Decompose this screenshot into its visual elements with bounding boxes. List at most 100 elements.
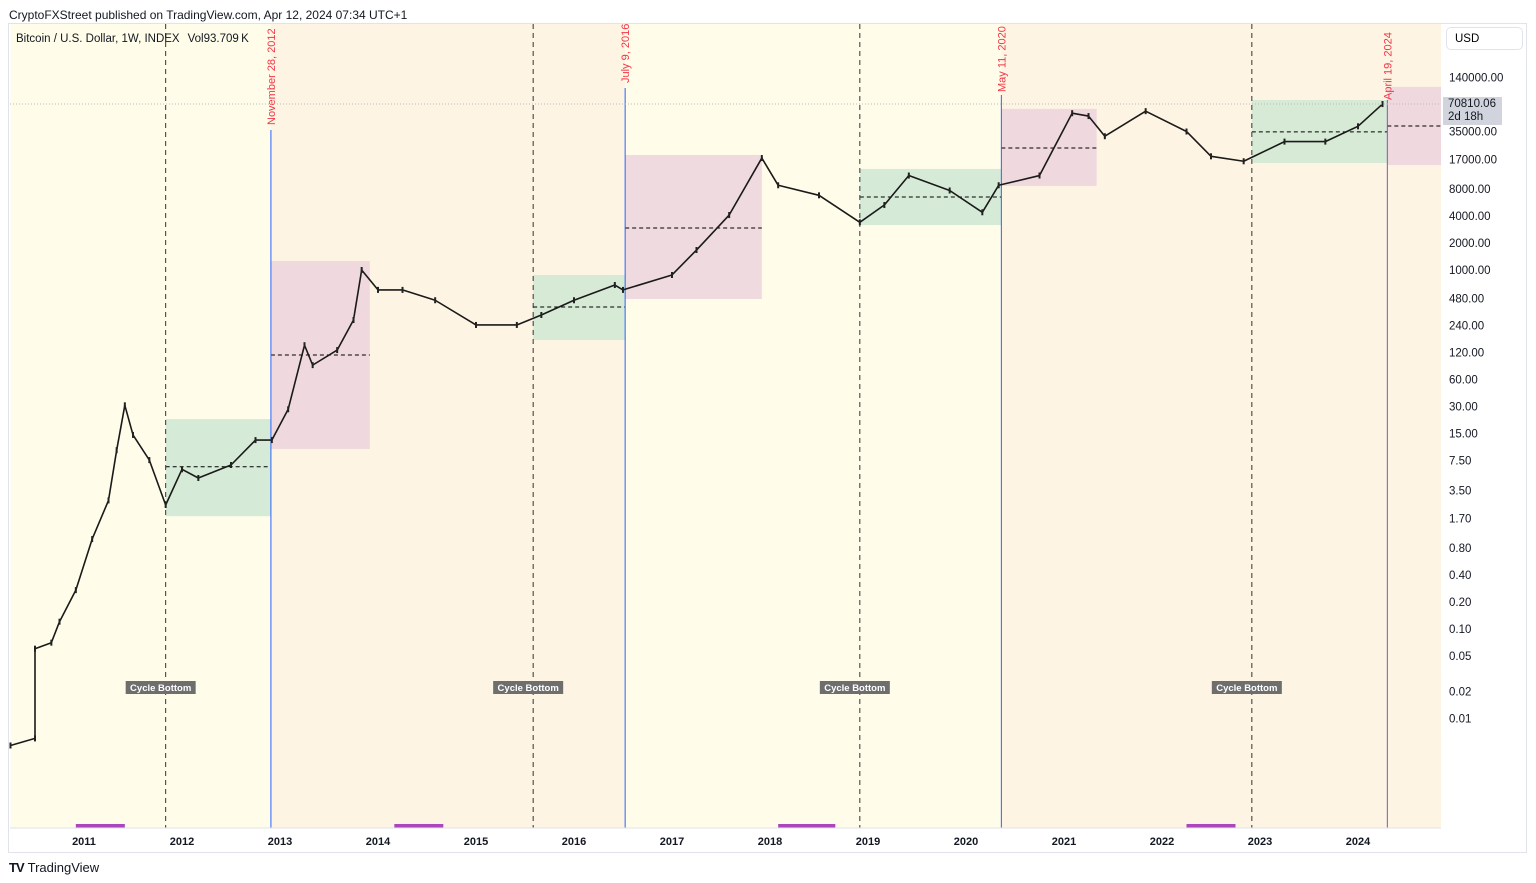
price-candle — [671, 271, 673, 278]
year-tick: 2022 — [1150, 836, 1174, 848]
year-tick: 2014 — [366, 836, 391, 848]
price-candle — [1185, 128, 1188, 135]
price-tick: 0.02 — [1449, 686, 1471, 698]
price-candle — [1103, 133, 1106, 140]
price-tick: 480.00 — [1449, 294, 1484, 306]
price-candle — [1071, 110, 1074, 117]
last-price: 70810.06 — [1448, 98, 1496, 110]
price-tick: 30.00 — [1449, 402, 1478, 414]
price-candle — [695, 247, 698, 254]
currency-button[interactable]: USD — [1446, 27, 1523, 50]
price-candle — [197, 474, 200, 481]
price-candle — [760, 155, 763, 162]
price-candle — [948, 187, 951, 194]
price-tick: 240.00 — [1449, 321, 1484, 333]
year-tick: 2023 — [1248, 836, 1272, 848]
price-tick: 0.10 — [1449, 624, 1471, 636]
price-tick: 15.00 — [1449, 429, 1478, 441]
price-tick: 60.00 — [1449, 375, 1478, 387]
tv-logo-icon: TV — [9, 860, 25, 875]
price-tick: 4000.00 — [1449, 211, 1491, 223]
bottom-marker — [778, 824, 836, 828]
price-tick: 0.20 — [1449, 597, 1471, 609]
price-candle — [777, 182, 780, 189]
price-tick: 1000.00 — [1449, 265, 1491, 277]
price-candle — [303, 342, 306, 349]
price-candle — [50, 639, 53, 646]
price-candle — [1144, 108, 1147, 115]
price-candle — [540, 312, 543, 319]
price-candle — [34, 735, 36, 742]
price-candle — [148, 457, 151, 464]
price-candle — [1242, 158, 1245, 165]
year-tick: 2018 — [758, 836, 782, 848]
publisher-line: CryptoFXStreet published on TradingView.… — [9, 8, 408, 22]
price-candle — [858, 219, 861, 226]
year-tick: 2024 — [1346, 836, 1371, 848]
cycle-bottom-badge — [125, 681, 196, 694]
background-band — [625, 24, 1002, 828]
price-candle — [115, 447, 118, 454]
price-candle — [818, 192, 820, 199]
price-tick: 0.80 — [1449, 543, 1471, 555]
price-tick: 3.50 — [1449, 485, 1471, 497]
halving-date-label: July 9, 2016 — [620, 24, 632, 83]
year-tick: 2019 — [856, 836, 880, 848]
tradingview-logo[interactable]: TV TradingView — [9, 860, 99, 875]
range-box — [625, 154, 762, 300]
year-tick: 2016 — [562, 836, 586, 848]
price-candle — [132, 431, 134, 438]
price-candle — [1210, 153, 1212, 160]
bar-countdown: 2d 18h — [1448, 111, 1484, 123]
price-candle — [181, 466, 183, 473]
price-axis — [1441, 24, 1526, 828]
price-candle — [287, 406, 290, 413]
price-tick: 140000.00 — [1449, 72, 1503, 84]
chart-frame — [8, 23, 1527, 853]
symbol-title: Bitcoin / U.S. Dollar, 1W, INDEX — [16, 33, 180, 45]
price-candle — [254, 437, 257, 444]
price-candle — [1381, 101, 1384, 108]
price-candle — [34, 645, 36, 652]
symbol-legend: Bitcoin / U.S. Dollar, 1W, INDEX Vol93.70… — [16, 33, 257, 45]
price-candle — [360, 267, 363, 273]
price-candle — [1283, 138, 1286, 145]
price-candle — [270, 437, 273, 444]
halving-date-label: November 28, 2012 — [266, 28, 278, 125]
price-candle — [311, 362, 314, 369]
cycle-bottom-label: Cycle Bottom — [498, 683, 559, 694]
price-tick: 35000.00 — [1449, 126, 1497, 138]
year-tick: 2011 — [72, 836, 96, 848]
price-tick: 120.00 — [1449, 348, 1484, 360]
price-candle — [91, 536, 94, 543]
price-candle — [1324, 138, 1327, 145]
range-box — [1001, 108, 1097, 186]
bottom-marker — [394, 824, 444, 828]
price-tick: 2000.00 — [1449, 238, 1491, 250]
cycle-bottom-badge — [1211, 681, 1282, 694]
price-tick: 17000.00 — [1449, 155, 1497, 167]
bottom-marker — [75, 824, 125, 828]
year-tick: 2013 — [268, 836, 292, 848]
price-candle — [997, 182, 1000, 189]
price-candle — [515, 321, 518, 328]
price-candle — [164, 501, 167, 508]
price-candle — [9, 742, 12, 749]
cycle-bottom-label: Cycle Bottom — [824, 683, 885, 694]
price-candle — [475, 321, 477, 328]
year-tick: 2012 — [170, 836, 194, 848]
price-tick: 0.05 — [1449, 651, 1471, 663]
price-candle — [1357, 123, 1359, 130]
price-tick: 8000.00 — [1449, 184, 1491, 196]
price-candle — [123, 402, 126, 409]
price-candle — [434, 297, 437, 304]
year-tick: 2021 — [1052, 836, 1076, 848]
brand-name: TradingView — [27, 860, 100, 875]
price-candle — [573, 297, 575, 304]
price-candle — [728, 212, 731, 219]
price-candle — [622, 286, 624, 293]
price-candle — [74, 587, 77, 594]
price-candle — [981, 209, 984, 216]
halving-date-label: April 19, 2024 — [1382, 32, 1394, 100]
